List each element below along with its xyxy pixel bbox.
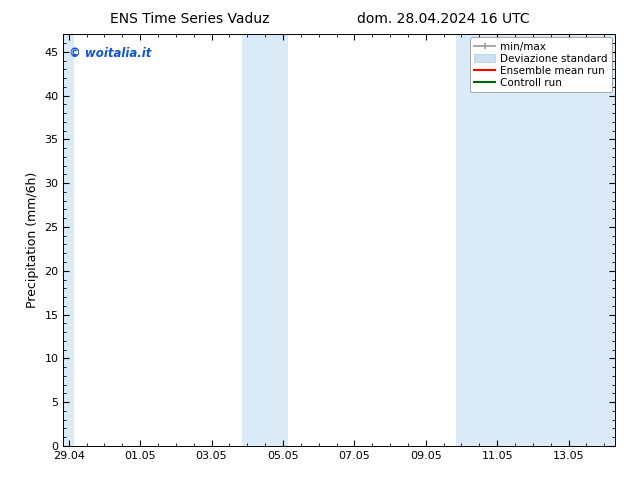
- Text: ENS Time Series Vaduz: ENS Time Series Vaduz: [110, 12, 270, 26]
- Text: © woitalia.it: © woitalia.it: [69, 47, 152, 60]
- Legend: min/max, Deviazione standard, Ensemble mean run, Controll run: min/max, Deviazione standard, Ensemble m…: [470, 37, 612, 92]
- Bar: [63, 34, 74, 446]
- Bar: [242, 34, 288, 446]
- Bar: [456, 34, 615, 446]
- Y-axis label: Precipitation (mm/6h): Precipitation (mm/6h): [26, 172, 39, 308]
- Text: dom. 28.04.2024 16 UTC: dom. 28.04.2024 16 UTC: [358, 12, 530, 26]
